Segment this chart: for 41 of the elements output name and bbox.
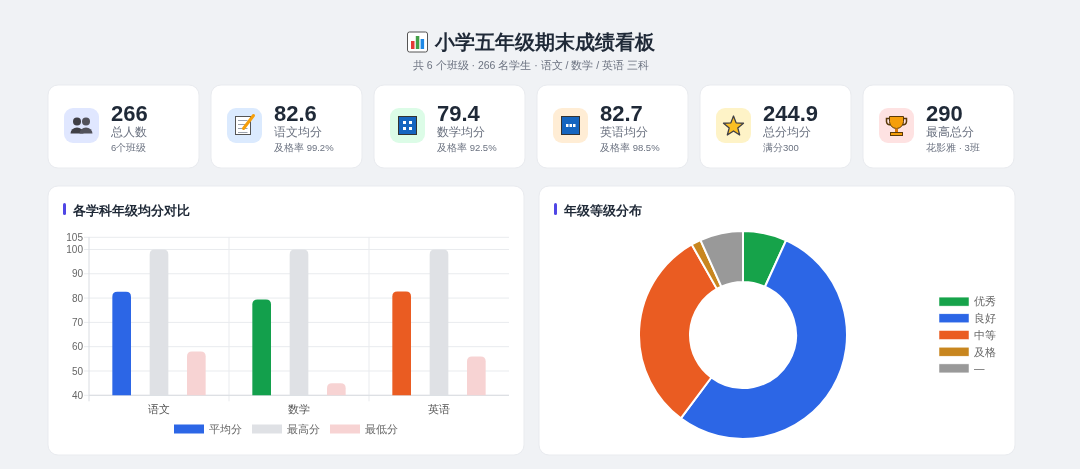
- text: 及格率 99.2%: [274, 142, 335, 153]
- y-tick-label: 70: [71, 316, 84, 328]
- text: 共 6 个班级 · 266 名学生 · 语文 / 数学 / 英语 三科: [412, 59, 650, 71]
- legend-label: 及格: [974, 345, 996, 358]
- text: 总分均分: [762, 125, 811, 139]
- chart-title: 各学科年级均分对比: [72, 203, 190, 218]
- y-tick-label: 90: [71, 268, 84, 280]
- text: 小学五年级期末成绩看板: [433, 31, 656, 53]
- text: 290: [926, 101, 963, 126]
- x-tick-label: 英语: [428, 402, 450, 415]
- text: 花影雅 · 3班: [926, 142, 980, 153]
- text: 及格率 92.5%: [437, 142, 498, 153]
- x-tick-label: 数学: [288, 402, 310, 415]
- legend-label: 最高分: [287, 422, 320, 435]
- text: 79.4: [437, 101, 481, 126]
- text: 82.6: [274, 101, 317, 126]
- y-tick-label: 80: [71, 292, 84, 304]
- text: 及格率 98.5%: [600, 142, 661, 153]
- x-tick-label: 语文: [148, 402, 170, 415]
- y-tick-label: 60: [71, 341, 84, 353]
- chart-title: 年级等级分布: [563, 203, 642, 218]
- legend-label: 平均分: [209, 422, 242, 435]
- text: 6个班级: [111, 142, 147, 153]
- text: 语文均分: [274, 125, 322, 139]
- text: 英语均分: [600, 125, 648, 139]
- legend-label: —: [974, 362, 985, 375]
- legend-label: 中等: [974, 328, 996, 341]
- text: 244.9: [763, 101, 819, 126]
- y-tick-label: 100: [66, 244, 84, 256]
- text: 266: [111, 101, 148, 126]
- text: 最高总分: [926, 125, 974, 139]
- y-tick-label: 50: [71, 365, 84, 377]
- text: 满分300: [763, 142, 799, 153]
- text: 总人数: [110, 125, 147, 139]
- legend-label: 优秀: [974, 295, 996, 308]
- legend-label: 良好: [974, 312, 996, 325]
- y-tick-label: 105: [66, 231, 84, 243]
- text: 数学均分: [437, 125, 485, 139]
- y-tick-label: 40: [71, 389, 84, 401]
- legend-label: 最低分: [365, 422, 398, 435]
- text: 82.7: [600, 101, 643, 126]
